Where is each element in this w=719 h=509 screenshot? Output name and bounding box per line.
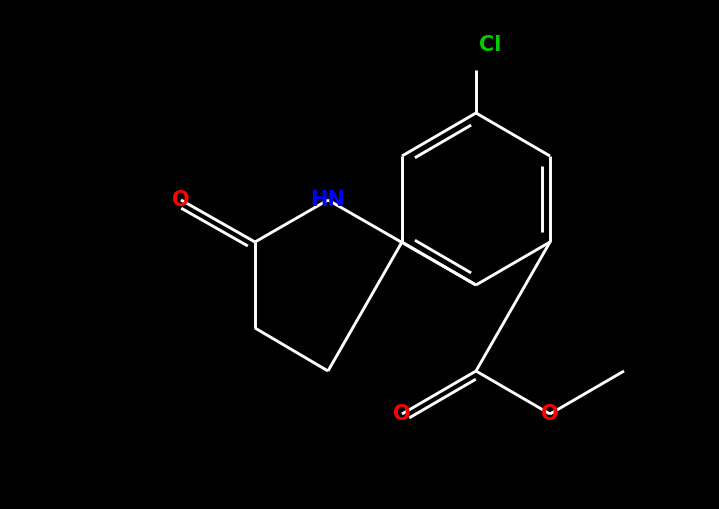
Text: O: O bbox=[393, 404, 411, 424]
Text: O: O bbox=[172, 190, 190, 210]
Text: Cl: Cl bbox=[479, 35, 501, 55]
Text: HN: HN bbox=[311, 190, 345, 210]
Text: O: O bbox=[541, 404, 559, 424]
